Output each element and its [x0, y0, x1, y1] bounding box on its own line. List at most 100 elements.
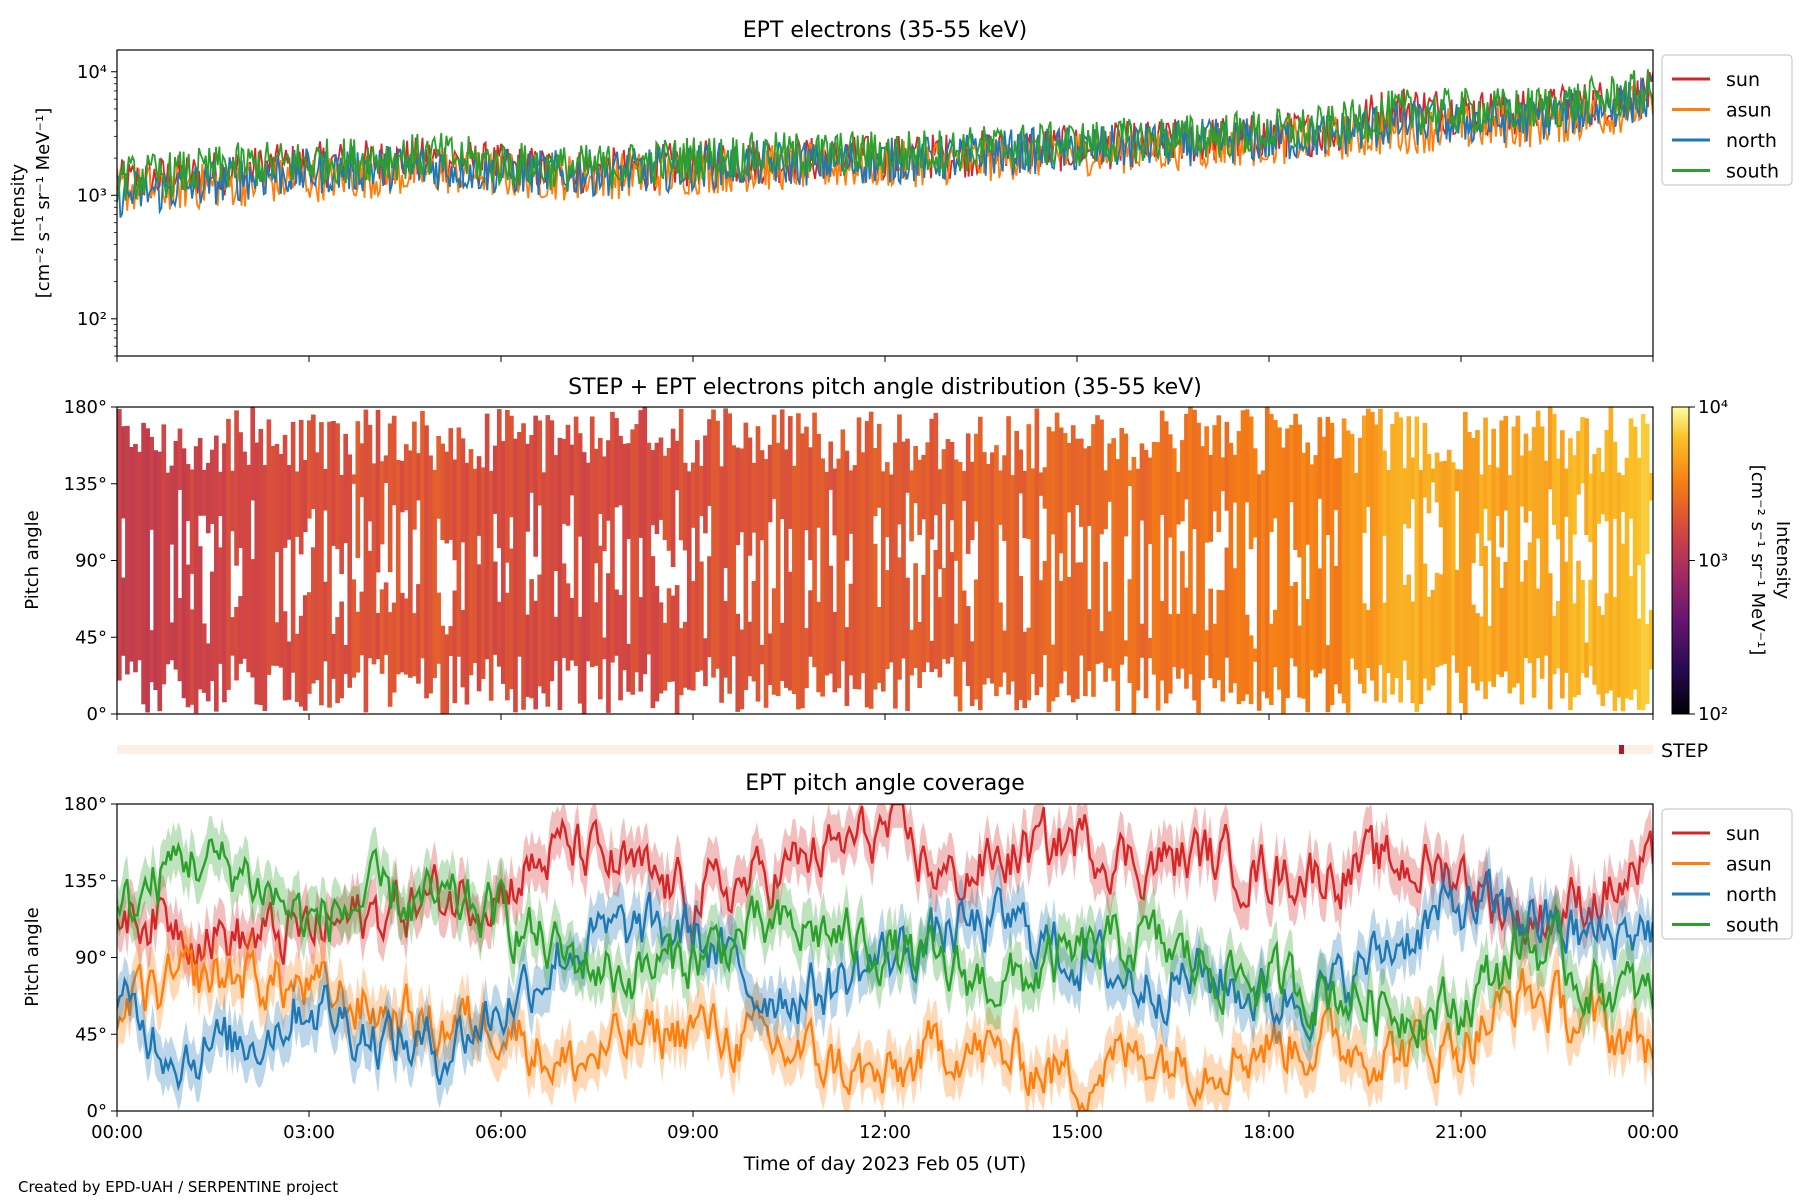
pad-column: [965, 433, 971, 554]
pad-column: [739, 629, 745, 710]
pad-column: [747, 621, 753, 677]
pad-column: [569, 598, 575, 661]
pad-column: [205, 643, 211, 702]
pad-column: [662, 622, 668, 691]
pad-column: [1366, 609, 1371, 669]
pad-column: [998, 602, 1003, 687]
pad-column: [145, 428, 150, 713]
pad-column: [472, 468, 478, 663]
pad-column: [973, 579, 979, 700]
pad-column: [278, 454, 284, 668]
pad-column: [885, 570, 890, 670]
panel2-ylabel: Pitch angle: [22, 510, 43, 609]
pad-column: [626, 443, 631, 540]
pad-column: [739, 448, 745, 533]
pad-column: [602, 456, 607, 552]
pad-column: [1503, 415, 1509, 511]
pad-column: [1180, 440, 1185, 522]
pad-column: [403, 444, 409, 511]
y-tick-label: 135°: [64, 474, 107, 495]
pad-column: [1564, 468, 1569, 517]
pad-column: [1273, 420, 1278, 519]
pad-column: [565, 583, 571, 671]
pad-column: [731, 445, 737, 657]
pad-column: [1030, 468, 1036, 675]
pad-column: [1600, 614, 1606, 706]
pad-column: [937, 597, 943, 678]
pad-column: [492, 445, 498, 514]
pad-column: [149, 436, 154, 530]
y-tick-label: 45°: [75, 1024, 107, 1045]
pad-column: [719, 466, 724, 703]
pad-column: [1139, 443, 1145, 521]
x-tick-label: 00:00: [91, 1122, 143, 1143]
colorbar-tick-label: 10³: [1698, 551, 1728, 572]
pad-column: [614, 589, 619, 656]
pad-column: [1471, 437, 1476, 564]
pad-column: [525, 443, 530, 532]
pad-column: [812, 412, 817, 668]
pad-column: [1495, 467, 1500, 517]
pad-column: [1058, 427, 1064, 554]
pad-column: [707, 419, 712, 506]
pad-column: [1568, 438, 1573, 711]
pad-column: [1107, 611, 1112, 669]
pad-column: [315, 452, 320, 681]
pad-column: [751, 580, 757, 682]
y-tick-label: 10³: [77, 185, 107, 206]
pad-column: [1074, 562, 1080, 700]
pad-column: [735, 613, 741, 712]
pad-column: [897, 557, 902, 680]
pad-column: [638, 410, 644, 538]
pad-column: [828, 441, 834, 490]
pad-column: [420, 410, 425, 659]
pad-column: [387, 423, 393, 573]
pad-column: [1535, 588, 1541, 659]
pad-column: [1576, 560, 1581, 695]
pad-column: [359, 591, 365, 656]
colorbar: [1671, 406, 1690, 715]
pad-panel: STEP + EPT electrons pitch angle distrib…: [22, 375, 1793, 762]
pad-column: [606, 440, 611, 521]
pad-column: [969, 641, 975, 706]
pad-column: [1252, 448, 1258, 538]
pad-column: [290, 421, 296, 673]
colorbar-label-line2: [cm⁻² s⁻¹ sr⁻¹ MeV⁻¹]: [1747, 465, 1768, 656]
pad-column: [1240, 410, 1246, 702]
pad-column: [1483, 417, 1488, 509]
pad-column: [347, 454, 353, 688]
pad-column: [844, 627, 850, 706]
pad-column: [1394, 412, 1399, 678]
pad-column: [678, 408, 684, 541]
pad-column: [783, 449, 789, 688]
pad-column: [197, 437, 203, 516]
pad-column: [274, 622, 280, 666]
pad-column: [1293, 413, 1298, 550]
colorbar-tick-label: 10²: [1698, 704, 1728, 725]
pad-column: [1596, 447, 1602, 524]
pad-column: [1285, 428, 1290, 699]
pad-column: [585, 462, 591, 662]
pad-column: [408, 450, 413, 678]
pad-column: [1463, 411, 1468, 714]
pad-column: [476, 456, 482, 536]
pad-column: [969, 461, 975, 541]
pad-column: [945, 439, 951, 664]
pad-column: [1264, 407, 1270, 699]
pad-column: [137, 451, 142, 661]
pad-column: [327, 421, 332, 708]
pad-column: [513, 438, 518, 713]
pad-column: [1555, 458, 1561, 540]
coverage-line-asun: [117, 943, 1653, 1111]
pad-column: [1491, 428, 1496, 687]
pad-column: [351, 579, 357, 678]
pad-column: [1410, 457, 1416, 500]
pad-column: [286, 465, 292, 540]
panel3-x-axis: 00:00 03:00 06:00 09:00 12:00 15:00 18:00 21:00…: [91, 1111, 1679, 1143]
pad-column: [367, 424, 373, 522]
pad-column: [1507, 475, 1513, 694]
pad-column: [335, 617, 340, 704]
pad-column: [658, 602, 664, 694]
pad-column: [1050, 431, 1056, 535]
pad-column: [994, 445, 999, 697]
